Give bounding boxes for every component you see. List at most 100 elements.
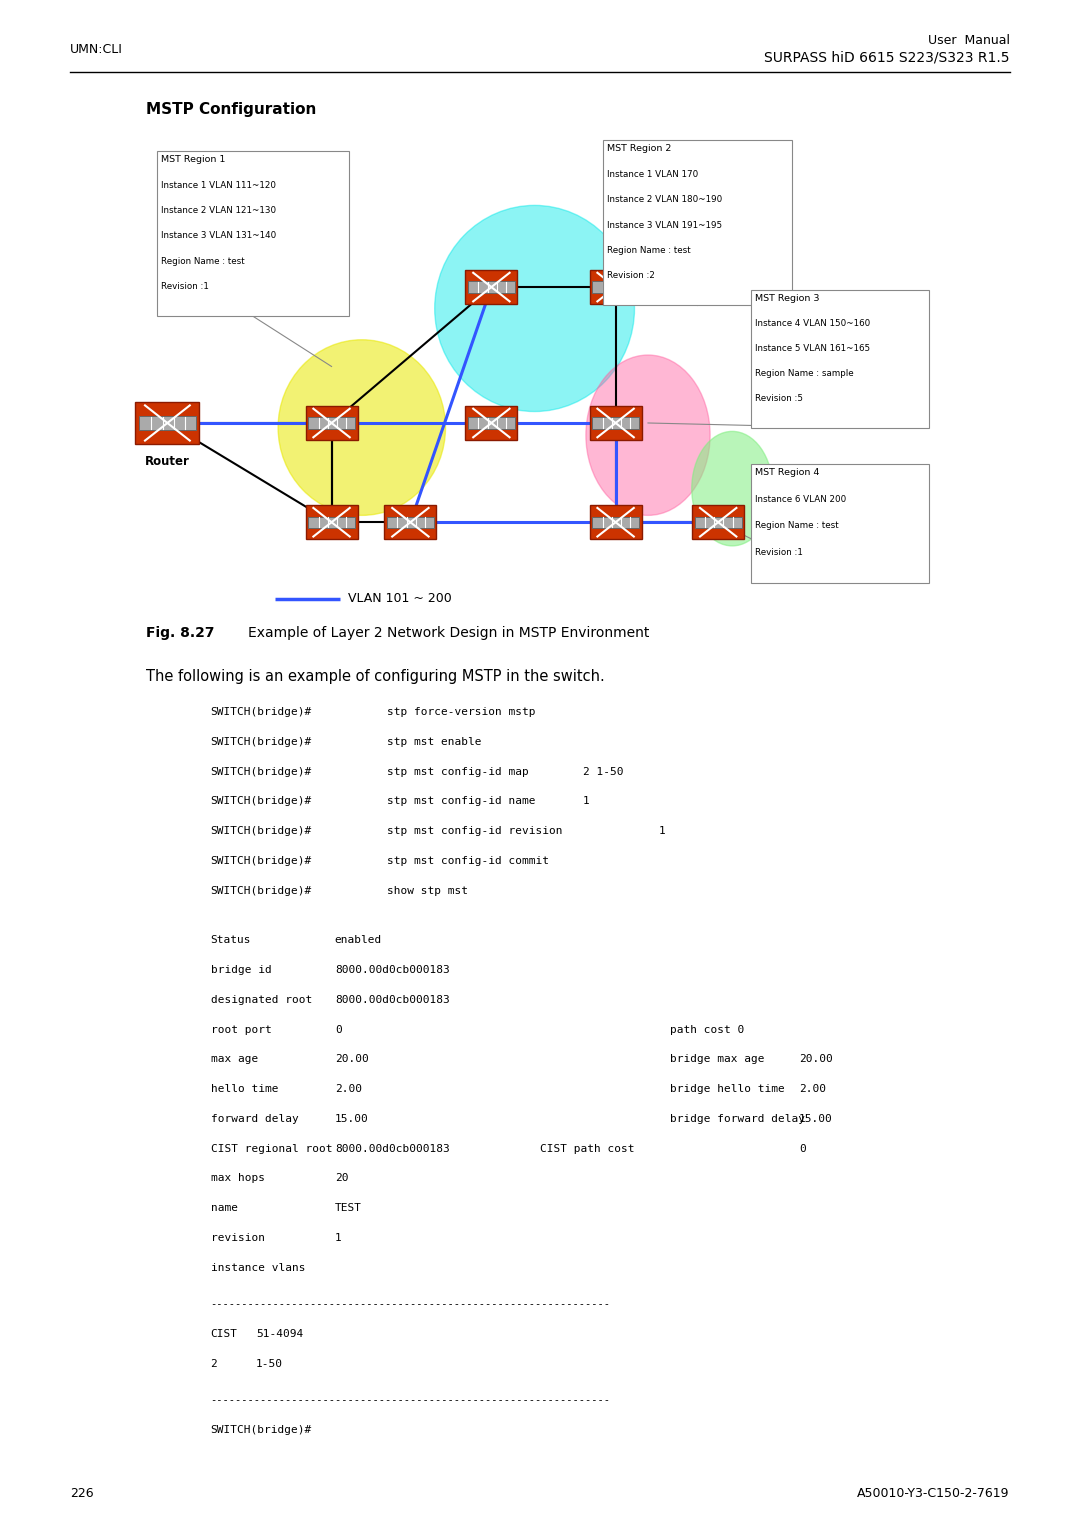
- Text: instance vlans: instance vlans: [211, 1263, 306, 1274]
- Text: The following is an example of configuring MSTP in the switch.: The following is an example of configuri…: [146, 669, 605, 684]
- Text: Region Name : test: Region Name : test: [161, 257, 244, 266]
- Text: Fig. 8.27: Fig. 8.27: [146, 626, 214, 640]
- Text: VLAN 101 ~ 200: VLAN 101 ~ 200: [348, 592, 451, 605]
- FancyBboxPatch shape: [590, 505, 642, 539]
- FancyBboxPatch shape: [308, 417, 355, 429]
- Text: 15.00: 15.00: [335, 1115, 368, 1124]
- Text: 226: 226: [70, 1486, 94, 1500]
- Text: 8000.00d0cb000183: 8000.00d0cb000183: [335, 1144, 449, 1154]
- Text: 8000.00d0cb000183: 8000.00d0cb000183: [335, 965, 449, 976]
- Text: name: name: [211, 1203, 238, 1214]
- Text: Example of Layer 2 Network Design in MSTP Environment: Example of Layer 2 Network Design in MST…: [248, 626, 650, 640]
- Ellipse shape: [692, 431, 773, 547]
- Text: path cost 0: path cost 0: [670, 1025, 744, 1035]
- Text: Instance 1 VLAN 170: Instance 1 VLAN 170: [607, 169, 698, 179]
- Text: bridge max age: bridge max age: [670, 1054, 765, 1064]
- Text: ----------------------------------------------------------------: ----------------------------------------…: [211, 1298, 610, 1309]
- Text: SWITCH(bridge)#: SWITCH(bridge)#: [211, 826, 312, 837]
- Text: 20.00: 20.00: [799, 1054, 833, 1064]
- Text: TEST: TEST: [335, 1203, 362, 1214]
- Text: hello time: hello time: [211, 1084, 279, 1095]
- Text: Instance 3 VLAN 131~140: Instance 3 VLAN 131~140: [161, 231, 275, 240]
- Text: 8000.00d0cb000183: 8000.00d0cb000183: [335, 996, 449, 1005]
- Text: SWITCH(bridge)#: SWITCH(bridge)#: [211, 886, 312, 896]
- Text: CIST path cost: CIST path cost: [540, 1144, 635, 1154]
- Text: 20: 20: [335, 1173, 348, 1183]
- Text: bridge id: bridge id: [211, 965, 271, 976]
- FancyBboxPatch shape: [135, 402, 200, 444]
- Text: Instance 4 VLAN 150~160: Instance 4 VLAN 150~160: [755, 319, 869, 328]
- Text: SWITCH(bridge)#: SWITCH(bridge)#: [211, 707, 312, 718]
- Text: Status: Status: [211, 935, 251, 945]
- FancyBboxPatch shape: [468, 281, 515, 293]
- Text: User  Manual: User Manual: [928, 34, 1010, 47]
- Text: 2.00: 2.00: [335, 1084, 362, 1095]
- FancyBboxPatch shape: [306, 505, 357, 539]
- Text: enabled: enabled: [335, 935, 382, 945]
- Text: show stp mst: show stp mst: [387, 886, 468, 896]
- Text: 1: 1: [583, 797, 590, 806]
- Text: stp mst enable: stp mst enable: [387, 736, 482, 747]
- Text: SWITCH(bridge)#: SWITCH(bridge)#: [211, 1426, 312, 1435]
- FancyBboxPatch shape: [138, 415, 197, 431]
- Text: 1: 1: [335, 1234, 341, 1243]
- Text: Region Name : sample: Region Name : sample: [755, 370, 853, 379]
- Text: max hops: max hops: [211, 1173, 265, 1183]
- Text: MST Region 3: MST Region 3: [755, 295, 819, 304]
- FancyBboxPatch shape: [592, 516, 639, 528]
- Text: 0: 0: [335, 1025, 341, 1035]
- Text: stp mst config-id name: stp mst config-id name: [387, 797, 536, 806]
- Text: revision: revision: [211, 1234, 265, 1243]
- FancyBboxPatch shape: [306, 406, 357, 440]
- FancyBboxPatch shape: [592, 281, 639, 293]
- Text: 1: 1: [659, 826, 665, 837]
- Text: Revision :1: Revision :1: [161, 282, 208, 292]
- Text: MST Region 2: MST Region 2: [607, 145, 671, 154]
- Text: stp mst config-id map: stp mst config-id map: [387, 767, 528, 777]
- Text: stp mst config-id commit: stp mst config-id commit: [387, 855, 549, 866]
- Text: CIST: CIST: [211, 1328, 238, 1339]
- Text: Region Name : test: Region Name : test: [755, 521, 838, 530]
- Text: designated root: designated root: [211, 996, 312, 1005]
- FancyBboxPatch shape: [465, 270, 517, 304]
- Text: Instance 2 VLAN 180~190: Instance 2 VLAN 180~190: [607, 195, 721, 205]
- Text: Instance 2 VLAN 121~130: Instance 2 VLAN 121~130: [161, 206, 275, 215]
- Text: Instance 1 VLAN 111~120: Instance 1 VLAN 111~120: [161, 180, 275, 189]
- FancyBboxPatch shape: [590, 406, 642, 440]
- Ellipse shape: [435, 205, 635, 411]
- Text: Revision :2: Revision :2: [607, 272, 654, 281]
- FancyBboxPatch shape: [384, 505, 436, 539]
- FancyBboxPatch shape: [751, 464, 929, 583]
- FancyBboxPatch shape: [692, 505, 744, 539]
- Text: Revision :5: Revision :5: [755, 394, 802, 403]
- Text: forward delay: forward delay: [211, 1115, 298, 1124]
- FancyBboxPatch shape: [468, 417, 515, 429]
- Text: CIST regional root: CIST regional root: [211, 1144, 333, 1154]
- Text: stp force-version mstp: stp force-version mstp: [387, 707, 536, 718]
- FancyBboxPatch shape: [308, 516, 355, 528]
- FancyBboxPatch shape: [751, 290, 929, 428]
- Text: root port: root port: [211, 1025, 271, 1035]
- FancyBboxPatch shape: [465, 406, 517, 440]
- FancyBboxPatch shape: [603, 140, 792, 305]
- Text: SWITCH(bridge)#: SWITCH(bridge)#: [211, 767, 312, 777]
- Text: ----------------------------------------------------------------: ----------------------------------------…: [211, 1396, 610, 1405]
- Text: MST Region 4: MST Region 4: [755, 469, 819, 478]
- Text: Instance 3 VLAN 191~195: Instance 3 VLAN 191~195: [607, 220, 721, 229]
- Text: SWITCH(bridge)#: SWITCH(bridge)#: [211, 855, 312, 866]
- Text: 20.00: 20.00: [335, 1054, 368, 1064]
- FancyBboxPatch shape: [694, 516, 742, 528]
- Text: SURPASS hiD 6615 S223/S323 R1.5: SURPASS hiD 6615 S223/S323 R1.5: [765, 50, 1010, 64]
- Ellipse shape: [585, 354, 711, 515]
- Text: 1-50: 1-50: [256, 1359, 283, 1370]
- Text: bridge forward delay: bridge forward delay: [670, 1115, 805, 1124]
- Ellipse shape: [279, 339, 446, 516]
- FancyBboxPatch shape: [387, 516, 434, 528]
- Text: 2 1-50: 2 1-50: [583, 767, 624, 777]
- Text: 2: 2: [211, 1359, 217, 1370]
- Text: bridge hello time: bridge hello time: [670, 1084, 784, 1095]
- FancyBboxPatch shape: [157, 151, 349, 316]
- Text: Instance 6 VLAN 200: Instance 6 VLAN 200: [755, 495, 846, 504]
- Text: 0: 0: [799, 1144, 806, 1154]
- Text: Router: Router: [145, 455, 190, 467]
